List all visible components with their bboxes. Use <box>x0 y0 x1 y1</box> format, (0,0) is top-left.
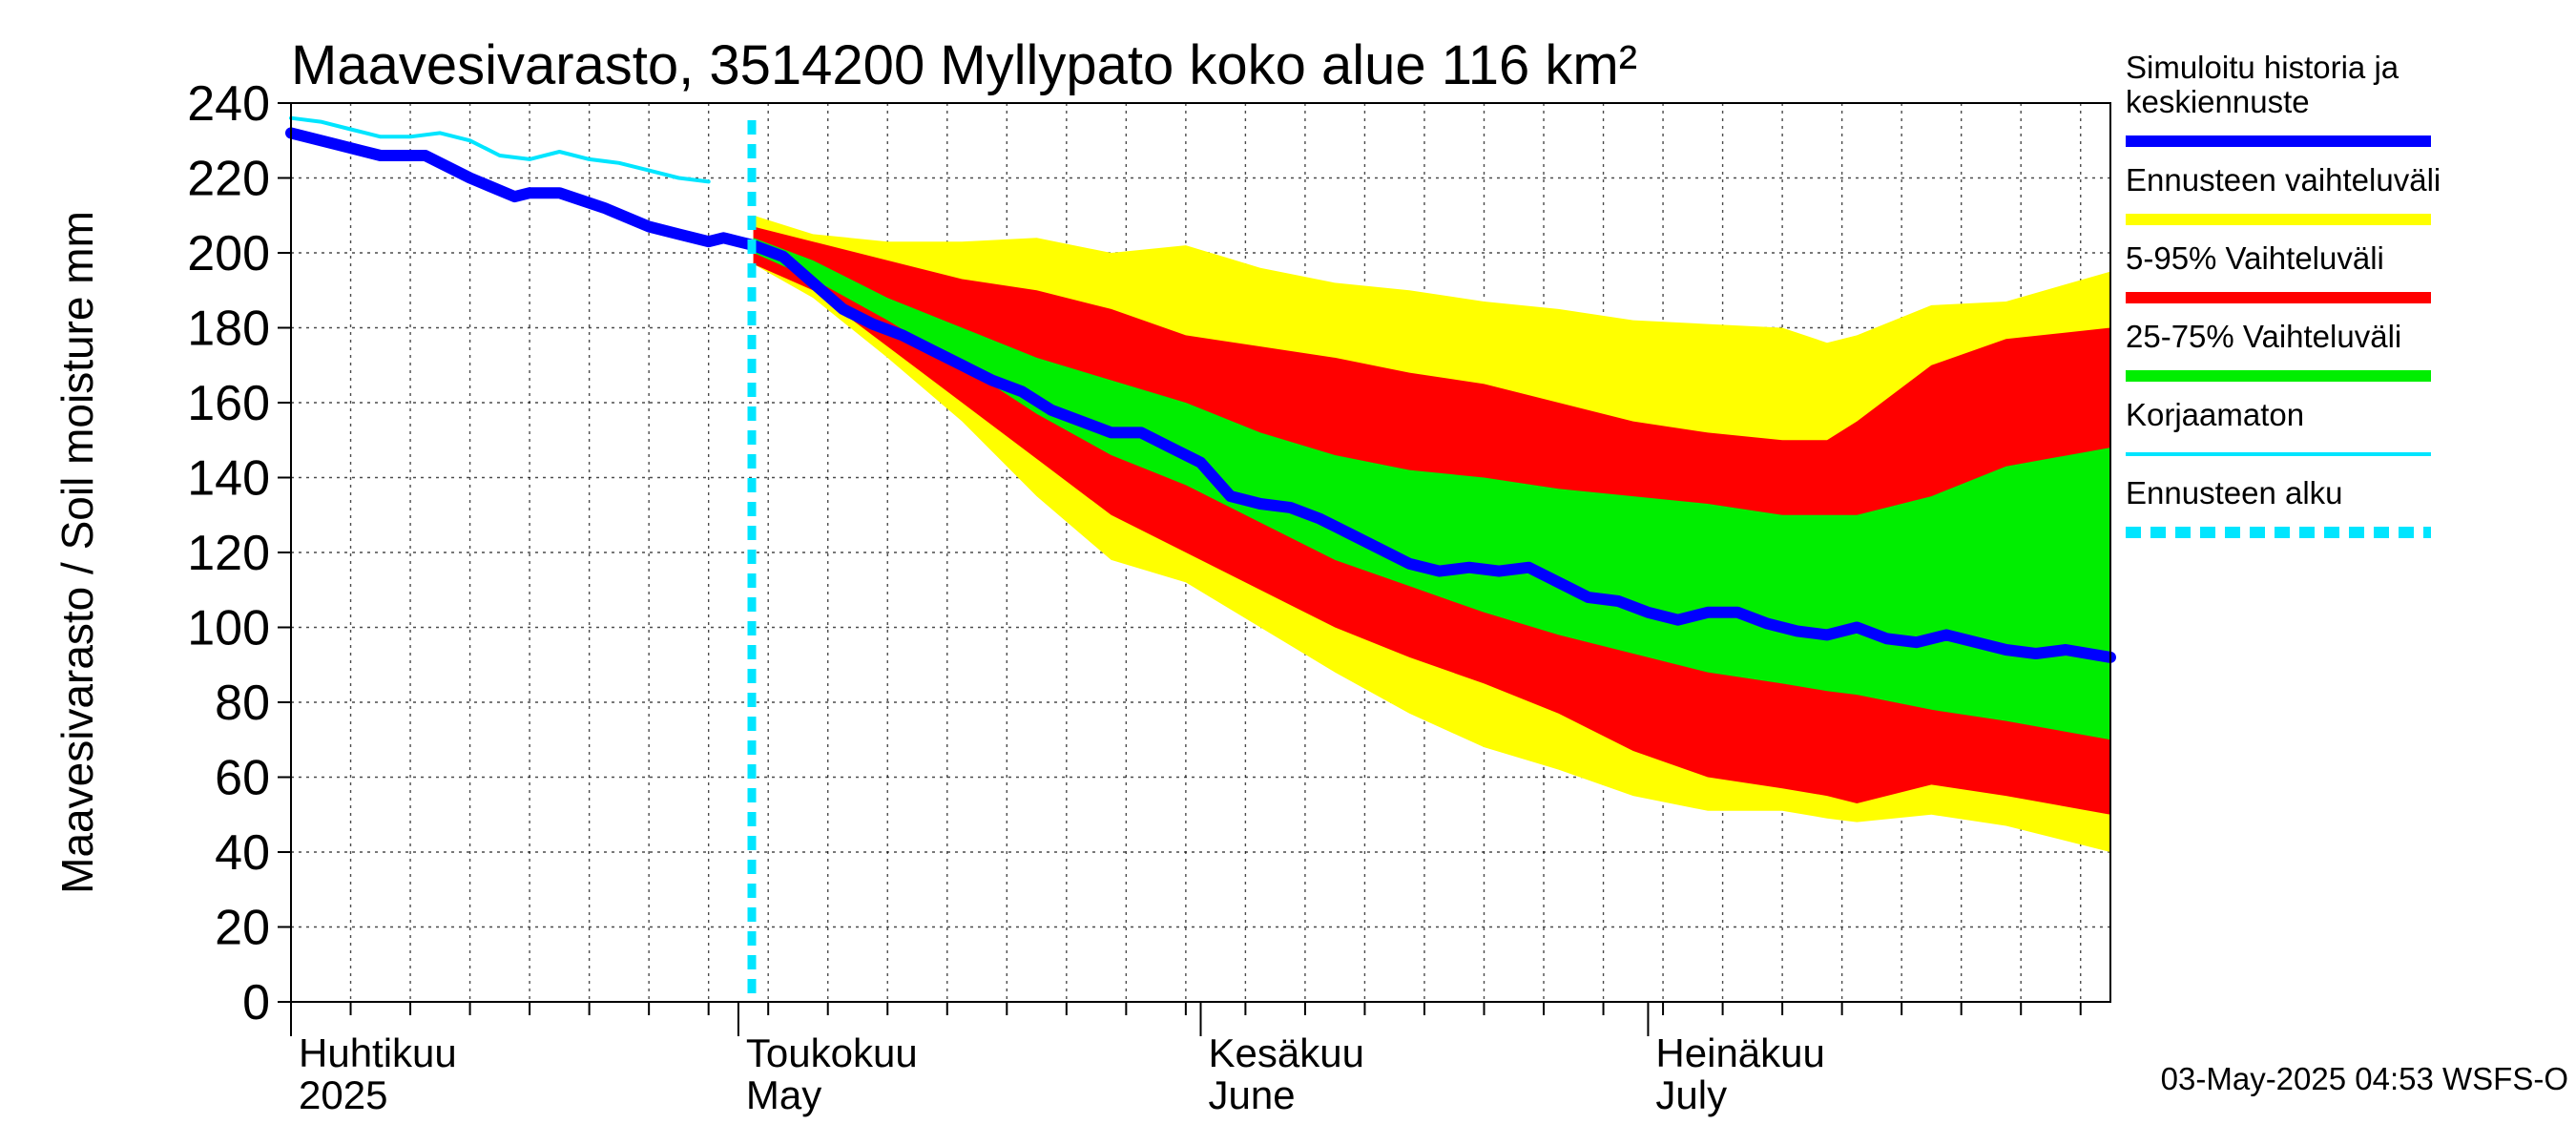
uncorrected-line <box>289 115 711 184</box>
month-label-secondary: 2025 <box>299 1072 387 1117</box>
axes: 0 20 40 60 80 100 120 140 160 180 200 220 240 Huhtiku… <box>187 76 2111 1117</box>
month-label-secondary: May <box>746 1072 821 1117</box>
y-tick-label: 240 <box>187 76 270 132</box>
month-label: Toukokuu <box>746 1030 918 1075</box>
y-tick-label: 180 <box>187 302 270 357</box>
month-label: Huhtikuu <box>299 1030 457 1075</box>
legend-label: 25-75% Vaihteluväli <box>2126 319 2401 354</box>
chart-title: Maavesivarasto, 3514200 Myllypato koko a… <box>291 34 1637 96</box>
month-label-secondary: June <box>1209 1072 1296 1117</box>
month-label: Heinäkuu <box>1655 1030 1824 1075</box>
legend-label: keskiennuste <box>2126 84 2310 119</box>
footer-timestamp: 03-May-2025 04:53 WSFS-O <box>2161 1061 2568 1096</box>
legend-label: Ennusteen alku <box>2126 475 2343 510</box>
legend-label: Ennusteen vaihteluväli <box>2126 162 2441 198</box>
y-tick-label: 20 <box>215 901 270 956</box>
series-layer <box>285 115 2116 1002</box>
y-tick-label: 140 <box>187 451 270 507</box>
y-tick-label: 0 <box>242 975 270 1030</box>
legend-label: Korjaamaton <box>2126 397 2304 432</box>
y-tick-label: 40 <box>215 825 270 881</box>
y-axis-label: Maavesivarasto / Soil moisture mm <box>52 211 102 894</box>
legend-label: 5-95% Vaihteluväli <box>2126 240 2384 276</box>
y-tick-label: 160 <box>187 376 270 431</box>
legend-label: Simuloitu historia ja <box>2126 50 2399 85</box>
month-label-secondary: July <box>1655 1072 1727 1117</box>
band-25-75-vaihteluv-li <box>753 238 2110 740</box>
y-tick-label: 200 <box>187 226 270 281</box>
y-tick-label: 60 <box>215 751 270 806</box>
y-tick-label: 220 <box>187 152 270 207</box>
month-label: Kesäkuu <box>1209 1030 1364 1075</box>
y-tick-label: 120 <box>187 526 270 581</box>
y-tick-label: 100 <box>187 601 270 656</box>
mean-forecast-line <box>285 127 2116 663</box>
y-tick-label: 80 <box>215 676 270 731</box>
